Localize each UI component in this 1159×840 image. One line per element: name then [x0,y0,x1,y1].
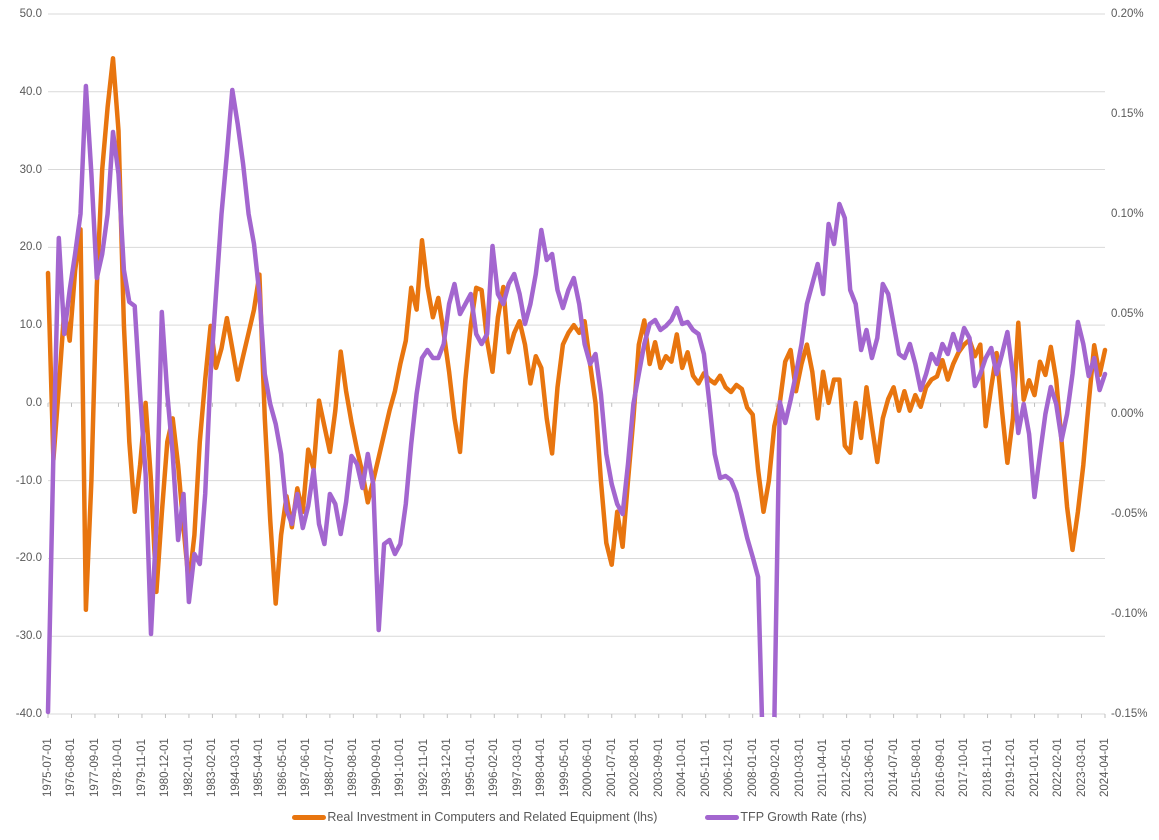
x-axis-label: 1998-04-01 [535,738,548,797]
right-axis-label: 0.20% [1111,8,1144,20]
right-axis-label: 0.05% [1111,308,1144,320]
x-axis-label: 1979-11-01 [135,739,148,797]
left-axis-label: 20.0 [19,241,42,254]
left-axis-label: -20.0 [15,552,42,565]
left-axis-label: -10.0 [15,474,42,487]
x-axis-label: 1988-07-01 [323,738,336,797]
x-axis-label: 1993-12-01 [441,738,454,797]
right-axis-label: 0.10% [1111,208,1144,220]
x-axis-label: 2000-06-01 [582,738,595,797]
x-axis-label: 2003-09-01 [652,738,665,797]
right-axis-label: 0.15% [1111,108,1144,120]
x-axis-label: 2014-07-01 [887,738,900,797]
x-axis-label: 2012-05-01 [840,738,853,797]
x-axis-label: 1989-08-01 [347,738,360,797]
x-axis-label: 2001-07-01 [605,738,618,797]
x-axis-label: 1990-09-01 [370,738,383,797]
x-axis-label: 2022-02-01 [1052,738,1065,797]
x-axis-label: 2018-11-01 [981,739,994,797]
chart-legend: Real Investment in Computers and Related… [0,810,1159,824]
x-axis-label: 2011-04-01 [817,739,830,797]
x-axis-label: 1983-02-01 [206,738,219,797]
right-axis-label: -0.15% [1111,708,1148,720]
x-axis-label: 2021-01-01 [1028,738,1041,797]
tfp-line-swatch [705,814,740,820]
left-axis-label: 0.0 [26,396,42,409]
left-axis-label: 40.0 [19,85,42,98]
left-axis-label: 30.0 [19,163,42,176]
legend-label-investment: Real Investment in Computers and Related… [327,810,658,824]
legend-item-investment: Real Investment in Computers and Related… [292,810,657,824]
x-axis-label: 1982-01-01 [182,738,195,797]
left-axis-label: -30.0 [15,630,42,643]
x-axis-label: 1978-10-01 [112,738,125,797]
x-axis-label: 2015-08-01 [911,738,924,797]
right-axis-label: -0.05% [1111,508,1148,520]
x-axis-label: 2002-08-01 [629,738,642,797]
x-axis-label: 2005-11-01 [699,739,712,797]
x-axis-label: 1996-02-01 [488,738,501,797]
x-axis-label: 1986-05-01 [276,738,289,797]
x-axis-label: 1987-06-01 [300,738,313,797]
x-axis-label: 2013-06-01 [864,738,877,797]
x-axis-label: 2016-09-01 [934,738,947,797]
x-axis-label: 1991-10-01 [394,738,407,797]
x-axis-label: 2023-03-01 [1075,738,1088,797]
right-axis-label: 0.00% [1111,408,1144,420]
x-axis-label: 1977-09-01 [88,738,101,797]
x-axis-label: 2019-12-01 [1005,738,1018,797]
tfp-line [45,83,1108,717]
x-axis-label: 1997-03-01 [511,738,524,797]
x-axis-label: 2024-04-01 [1099,738,1111,797]
legend-label-tfp: TFP Growth Rate (rhs) [740,810,867,824]
x-axis-label: 2008-01-01 [746,738,759,797]
left-axis-label: 50.0 [19,8,42,20]
investment-line-swatch [292,814,327,820]
x-axis-label: 1992-11-01 [417,739,430,797]
x-axis-label: 1995-01-01 [464,738,477,797]
left-axis-label: 10.0 [19,319,42,332]
investment-line [45,56,1108,613]
x-axis-label: 1999-05-01 [558,738,571,797]
x-axis-label: 2004-10-01 [676,738,689,797]
right-axis-label: -0.10% [1111,608,1148,620]
x-axis-label: 2006-12-01 [723,738,736,797]
x-axis-label: 1976-08-01 [65,738,78,797]
x-axis-label: 2017-10-01 [958,738,971,797]
x-axis-label: 1980-12-01 [159,738,172,797]
x-axis-label: 1984-03-01 [229,738,242,797]
x-axis-label: 2010-03-01 [793,738,806,797]
left-axis-label: -40.0 [15,708,42,720]
x-axis-label: 2009-02-01 [770,738,783,797]
legend-item-tfp: TFP Growth Rate (rhs) [705,810,867,824]
x-axis-label: 1975-07-01 [42,738,54,797]
x-axis-label: 1985-04-01 [253,738,266,797]
